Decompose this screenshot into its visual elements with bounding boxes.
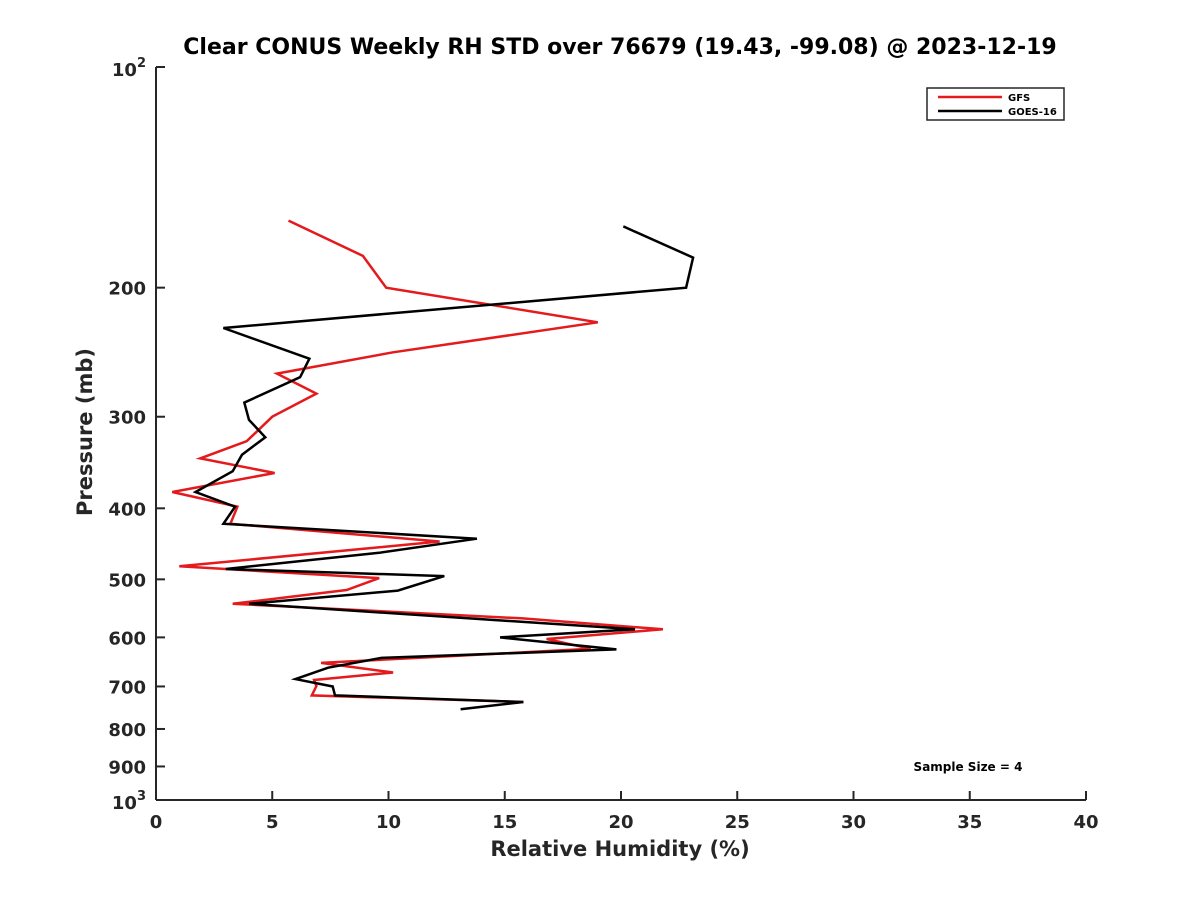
y-tick-exponent: 3 bbox=[137, 789, 146, 804]
x-tick-label: 35 bbox=[957, 812, 982, 833]
series-line-gfs bbox=[172, 219, 664, 704]
y-tick-label-power: 102 bbox=[112, 56, 146, 81]
y-tick-label: 400 bbox=[108, 499, 146, 520]
x-tick-label: 0 bbox=[150, 812, 163, 833]
y-axis-label: Pressure (mb) bbox=[73, 348, 97, 516]
y-tick-label: 700 bbox=[108, 677, 146, 698]
x-tick-label: 30 bbox=[841, 812, 866, 833]
plot-axes: 0 5 10 15 20 25 30 35 40102200300400500600700800… bbox=[108, 56, 1098, 833]
y-tick-base: 10 bbox=[112, 60, 137, 81]
legend: GFS GOES-16 bbox=[926, 87, 1065, 121]
y-tick-label: 800 bbox=[108, 720, 146, 741]
x-axis-label: Relative Humidity (%) bbox=[490, 837, 749, 861]
x-tick-label: 25 bbox=[725, 812, 750, 833]
x-tick-label: 15 bbox=[492, 812, 517, 833]
x-tick-label: 5 bbox=[266, 812, 279, 833]
series-layer bbox=[172, 219, 695, 711]
x-tick-label: 20 bbox=[608, 812, 633, 833]
sample-size-annotation: Sample Size = 4 bbox=[914, 760, 1023, 774]
legend-box bbox=[926, 87, 1065, 121]
y-tick-label: 600 bbox=[108, 628, 146, 649]
y-tick-label: 200 bbox=[108, 279, 146, 300]
legend-entry: GOES-16 bbox=[1008, 107, 1057, 118]
x-tick-label: 10 bbox=[376, 812, 401, 833]
legend-entry: GFS bbox=[1008, 93, 1030, 104]
series-line-goes-16 bbox=[192, 225, 695, 711]
chart-title: Clear CONUS Weekly RH STD over 76679 (19… bbox=[183, 35, 1056, 60]
y-tick-label: 300 bbox=[108, 408, 146, 429]
y-tick-label-power: 103 bbox=[112, 789, 146, 814]
x-tick-label: 40 bbox=[1073, 812, 1098, 833]
y-tick-label: 500 bbox=[108, 570, 146, 591]
y-tick-base: 10 bbox=[112, 793, 137, 814]
y-tick-label: 900 bbox=[108, 757, 146, 778]
y-tick-exponent: 2 bbox=[137, 56, 146, 71]
